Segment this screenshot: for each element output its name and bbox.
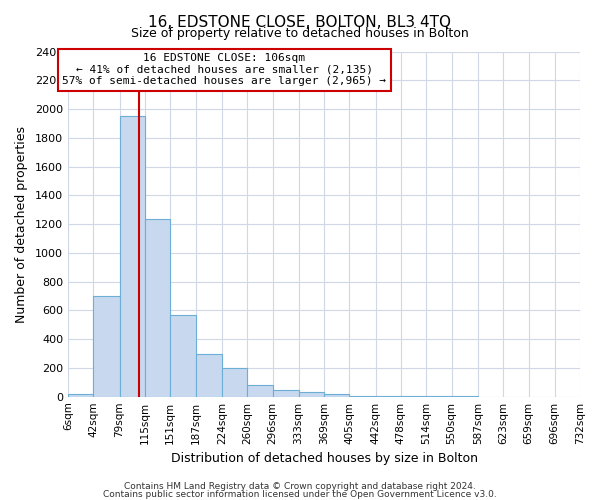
- Text: Size of property relative to detached houses in Bolton: Size of property relative to detached ho…: [131, 28, 469, 40]
- Text: 16 EDSTONE CLOSE: 106sqm
← 41% of detached houses are smaller (2,135)
57% of sem: 16 EDSTONE CLOSE: 106sqm ← 41% of detach…: [62, 53, 386, 86]
- Bar: [272, 390, 299, 396]
- Bar: [247, 385, 272, 396]
- Bar: [196, 354, 222, 397]
- Bar: [94, 296, 119, 396]
- Bar: [119, 116, 145, 396]
- Text: Contains public sector information licensed under the Open Government Licence v3: Contains public sector information licen…: [103, 490, 497, 499]
- Bar: [145, 219, 170, 396]
- Y-axis label: Number of detached properties: Number of detached properties: [15, 126, 28, 322]
- Bar: [324, 394, 349, 396]
- Bar: [222, 368, 247, 396]
- X-axis label: Distribution of detached houses by size in Bolton: Distribution of detached houses by size …: [170, 452, 478, 465]
- Bar: [170, 314, 196, 396]
- Text: 16, EDSTONE CLOSE, BOLTON, BL3 4TQ: 16, EDSTONE CLOSE, BOLTON, BL3 4TQ: [149, 15, 452, 30]
- Text: Contains HM Land Registry data © Crown copyright and database right 2024.: Contains HM Land Registry data © Crown c…: [124, 482, 476, 491]
- Bar: [68, 394, 94, 396]
- Bar: [299, 392, 324, 396]
